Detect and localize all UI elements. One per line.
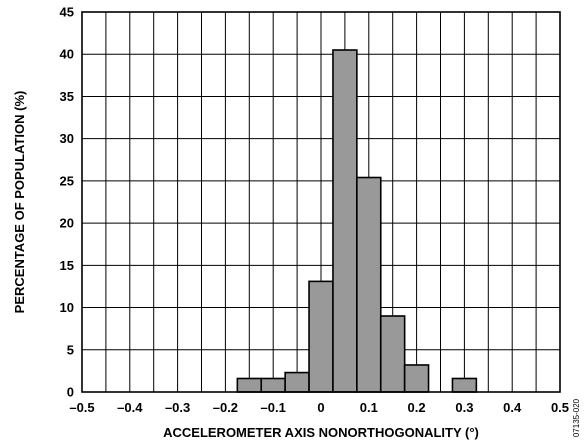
y-tick-label: 45 [60,5,74,20]
x-tick-label: –0.1 [261,400,286,415]
histogram-bar [403,364,430,393]
histogram-bars [236,49,478,393]
y-tick-label: 10 [60,300,74,315]
y-tick-label: 0 [67,385,74,400]
histogram-bar [236,377,263,393]
histogram-bar [451,377,478,393]
y-tick-label: 15 [60,258,74,273]
histogram-bar [284,371,310,393]
histogram-bar [356,176,382,393]
histogram-bar [379,315,406,393]
histogram-bar [308,280,334,393]
y-axis-tick-labels: 0 5 10 15 20 25 30 35 40 45 [60,5,74,400]
x-tick-label: –0.2 [213,400,238,415]
x-tick-label: –0.4 [117,400,143,415]
y-tick-label: 25 [60,173,74,188]
y-tick-label: 20 [60,216,74,231]
x-tick-label: 0.1 [360,400,378,415]
y-tick-label: 35 [60,89,74,104]
histogram-bar [260,377,286,393]
y-tick-label: 5 [67,342,74,357]
plot-frame [81,11,561,393]
x-tick-label: 0.2 [408,400,426,415]
figure-code: 07135-020 [572,398,581,437]
x-tick-label: –0.3 [165,400,190,415]
y-tick-label: 40 [60,47,74,62]
x-axis-title: ACCELEROMETER AXIS NONORTHOGONALITY (°) [163,425,479,440]
x-tick-label: 0 [317,400,324,415]
x-tick-label: 0.5 [551,400,569,415]
x-tick-label: –0.5 [69,400,94,415]
x-tick-label: 0.3 [455,400,473,415]
histogram-bar [332,49,358,393]
x-axis-tick-labels: –0.5 –0.4 –0.3 –0.2 –0.1 0 0.1 0.2 0.3 0.4 0.5 [69,400,569,415]
y-tick-label: 30 [60,131,74,146]
y-axis-title: PERCENTAGE OF POPULATION (%) [12,91,27,314]
x-tick-label: 0.4 [503,400,522,415]
